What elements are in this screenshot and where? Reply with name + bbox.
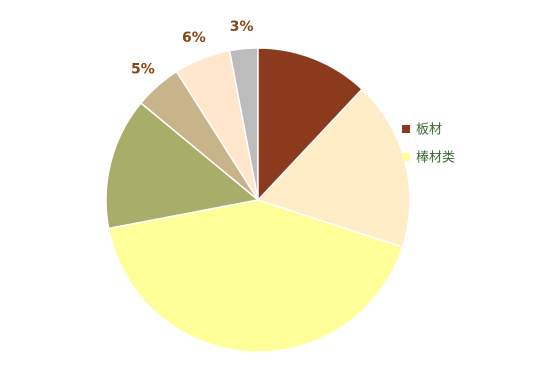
- slice-label-0: 3%: [230, 19, 254, 35]
- legend-label-1: 棒材类: [416, 151, 455, 166]
- legend-swatch-1: [402, 153, 410, 161]
- pie-slice-4: [107, 199, 404, 353]
- slice-label-2: 5%: [131, 61, 155, 77]
- slice-label-1: 6%: [182, 30, 206, 46]
- legend-swatch-0: [402, 125, 410, 133]
- pie-slice-3: [105, 102, 260, 230]
- pie-slice-labels: 3% 6% 5%: [131, 19, 253, 78]
- pie-slices: [105, 47, 411, 353]
- pie-slice-5: [256, 88, 411, 248]
- legend-label-0: 板材: [416, 123, 442, 138]
- pie-slice-6: [257, 47, 364, 202]
